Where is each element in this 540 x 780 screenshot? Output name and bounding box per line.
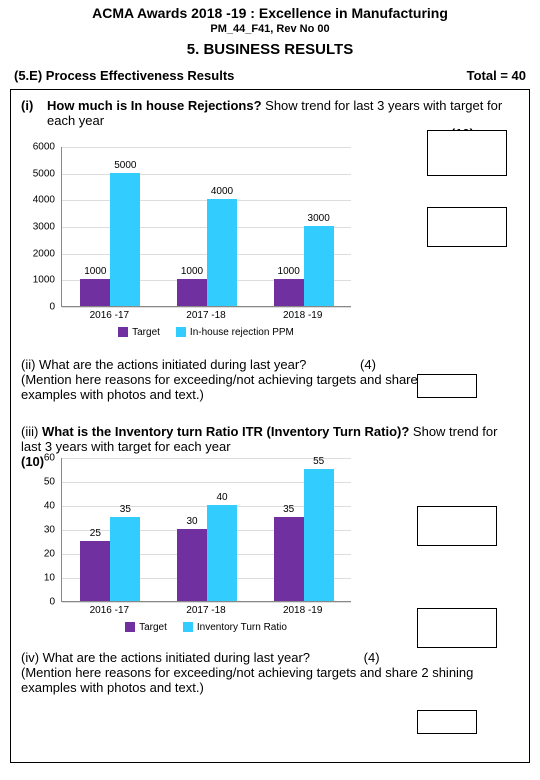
q3-prefix: (iii) <box>21 424 42 439</box>
bar-value-label: 55 <box>313 456 324 467</box>
y-tick: 20 <box>44 549 55 560</box>
legend-item: Target <box>118 327 160 338</box>
y-tick: 10 <box>44 573 55 584</box>
answer-box-3[interactable] <box>417 374 477 398</box>
legend-label: Inventory Turn Ratio <box>197 622 287 633</box>
bar <box>177 279 207 306</box>
q4-block: (iv) What are the actions initiated duri… <box>21 650 519 695</box>
y-tick: 60 <box>44 453 55 464</box>
answer-box-4[interactable] <box>417 506 497 546</box>
bar-value-label: 30 <box>186 516 197 527</box>
x-label: 2016 -17 <box>61 605 158 616</box>
section-title: 5. BUSINESS RESULTS <box>10 41 530 58</box>
legend-swatch <box>118 327 128 337</box>
answer-box-1[interactable] <box>427 130 507 176</box>
bar-value-label: 35 <box>283 504 294 515</box>
main-box: (i) How much is In house Rejections? Sho… <box>10 89 530 763</box>
bar-value-label: 35 <box>120 504 131 515</box>
q4-text1: (iv) What are the actions initiated duri… <box>21 650 310 665</box>
legend-item: In-house rejection PPM <box>176 327 294 338</box>
x-label: 2016 -17 <box>61 310 158 321</box>
bar <box>80 541 110 601</box>
answer-box-6[interactable] <box>417 710 477 734</box>
bar-value-label: 1000 <box>278 266 300 277</box>
y-tick: 40 <box>44 501 55 512</box>
bar-value-label: 4000 <box>211 186 233 197</box>
legend-label: In-house rejection PPM <box>190 327 294 338</box>
legend-item: Target <box>125 622 167 633</box>
q1-points: (10) <box>47 126 474 141</box>
q3-bold: What is the Inventory turn Ratio ITR (In… <box>42 424 409 439</box>
x-label: 2018 -19 <box>254 605 351 616</box>
legend-swatch <box>183 622 193 632</box>
bar <box>110 517 140 601</box>
chart1: 0100020003000400050006000 10005000100040… <box>27 147 519 347</box>
subheader-right: Total = 40 <box>467 68 526 83</box>
bar <box>207 505 237 601</box>
y-tick: 3000 <box>33 222 55 233</box>
answer-box-2[interactable] <box>427 207 507 247</box>
q4-points: (4) <box>364 650 380 665</box>
bar-value-label: 40 <box>216 492 227 503</box>
page-header-title: ACMA Awards 2018 -19 : Excellence in Man… <box>10 5 530 21</box>
q2-points: (4) <box>360 357 376 372</box>
y-tick: 0 <box>49 597 55 608</box>
y-tick: 50 <box>44 477 55 488</box>
bar <box>80 279 110 306</box>
bar-value-label: 1000 <box>181 266 203 277</box>
answer-box-5[interactable] <box>417 608 497 648</box>
subheader-left: (5.E) Process Effectiveness Results <box>14 68 234 83</box>
q4-text2: (Mention here reasons for exceeding/not … <box>21 665 519 695</box>
bar <box>177 529 207 601</box>
y-tick: 30 <box>44 525 55 536</box>
bar-value-label: 1000 <box>84 266 106 277</box>
page-header-sub: PM_44_F41, Rev No 00 <box>10 23 530 35</box>
legend-swatch <box>125 622 135 632</box>
q2-text1: (ii) What are the actions initiated duri… <box>21 357 306 372</box>
y-tick: 0 <box>49 302 55 313</box>
x-label: 2018 -19 <box>254 310 351 321</box>
legend-label: Target <box>139 622 167 633</box>
q1-bold: How much is In house Rejections? <box>47 98 262 113</box>
q1-num: (i) <box>21 98 47 113</box>
bar <box>304 226 334 306</box>
bar <box>274 517 304 601</box>
q3-block: (iii) What is the Inventory turn Ratio I… <box>21 424 519 454</box>
y-tick: 6000 <box>33 142 55 153</box>
legend-item: Inventory Turn Ratio <box>183 622 287 633</box>
bar <box>110 173 140 306</box>
y-tick: 5000 <box>33 168 55 179</box>
bar-value-label: 25 <box>90 528 101 539</box>
y-tick: 1000 <box>33 275 55 286</box>
legend-label: Target <box>132 327 160 338</box>
subheader-row: (5.E) Process Effectiveness Results Tota… <box>10 68 530 83</box>
x-label: 2017 -18 <box>158 310 255 321</box>
y-tick: 4000 <box>33 195 55 206</box>
bar <box>207 199 237 306</box>
bar-value-label: 3000 <box>308 213 330 224</box>
bar <box>304 469 334 601</box>
bar-value-label: 5000 <box>114 160 136 171</box>
x-label: 2017 -18 <box>158 605 255 616</box>
bar <box>274 279 304 306</box>
y-tick: 2000 <box>33 248 55 259</box>
legend-swatch <box>176 327 186 337</box>
